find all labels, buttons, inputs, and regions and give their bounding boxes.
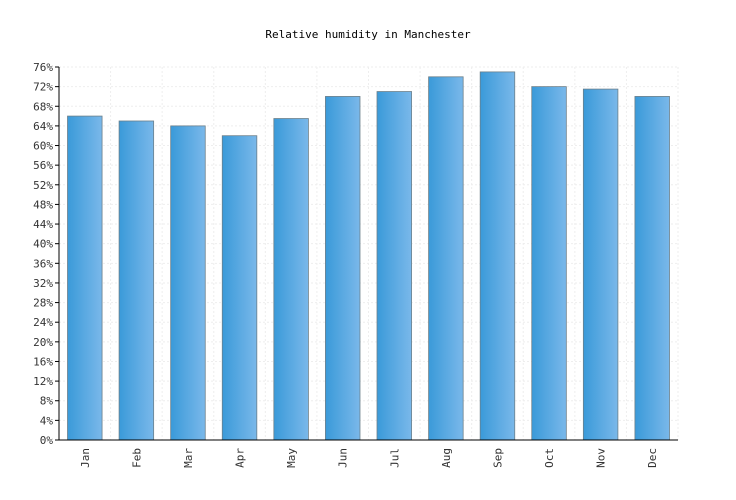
y-tick-label: 36%: [33, 257, 53, 270]
y-tick-label: 8%: [40, 395, 54, 408]
y-tick-label: 72%: [33, 81, 53, 94]
bar-jul: [376, 91, 412, 441]
y-tick-labels: 0% 4% 8% 12% 16% 20% 24% 28% 32% 36% 40% 44% 48% 52% 5…: [33, 61, 53, 447]
bar-aug: [428, 76, 464, 441]
bar-dec: [634, 96, 670, 441]
x-tick-label: May: [285, 448, 298, 468]
x-tick-label: Apr: [234, 448, 247, 468]
x-tick-label: Feb: [130, 448, 143, 468]
y-tick-label: 4%: [40, 414, 54, 427]
chart-title: Relative humidity in Manchester: [265, 28, 471, 41]
bar-sep: [479, 71, 516, 441]
x-tick-label: Jul: [388, 448, 401, 468]
bar-may: [273, 118, 309, 441]
x-tick-label: Jan: [79, 448, 92, 468]
y-tick-label: 40%: [33, 238, 53, 251]
x-tick-label: Jun: [337, 448, 350, 468]
x-tick-label: Mar: [182, 448, 195, 468]
x-tick-labels: Jan Feb Mar Apr May Jun Jul Aug Sep Oct Nov Dec: [79, 448, 659, 468]
y-tick-label: 56%: [33, 159, 53, 172]
y-tick-label: 64%: [33, 120, 53, 133]
bar-oct: [531, 86, 567, 441]
y-tick-label: 16%: [33, 355, 53, 368]
y-tick-label: 32%: [33, 277, 53, 290]
bar-mar: [170, 125, 206, 441]
y-tick-label: 44%: [33, 218, 53, 231]
y-tick-label: 60%: [33, 140, 53, 153]
y-tick-label: 48%: [33, 198, 53, 211]
x-tick-label: Dec: [646, 448, 659, 468]
y-tick-label: 0%: [40, 434, 54, 447]
x-tick-label: Oct: [543, 448, 556, 468]
x-tick-label: Sep: [491, 448, 504, 468]
x-tick-label: Nov: [595, 448, 608, 468]
axis-layer: [55, 66, 678, 441]
bar-feb: [118, 120, 155, 441]
y-tick-label: 24%: [33, 316, 53, 329]
bar-layer: [67, 71, 670, 441]
bar-nov: [582, 88, 619, 441]
x-tick-label: Aug: [440, 448, 453, 468]
y-tick-label: 20%: [33, 336, 53, 349]
bar-jan: [67, 115, 103, 441]
bar-apr: [221, 135, 258, 441]
y-tick-label: 28%: [33, 297, 53, 310]
y-tick-label: 52%: [33, 179, 53, 192]
bar-jun: [325, 96, 361, 441]
y-tick-label: 68%: [33, 100, 53, 113]
y-tick-label: 12%: [33, 375, 53, 388]
y-tick-label: 76%: [33, 61, 53, 74]
grid-layer: [59, 66, 679, 440]
